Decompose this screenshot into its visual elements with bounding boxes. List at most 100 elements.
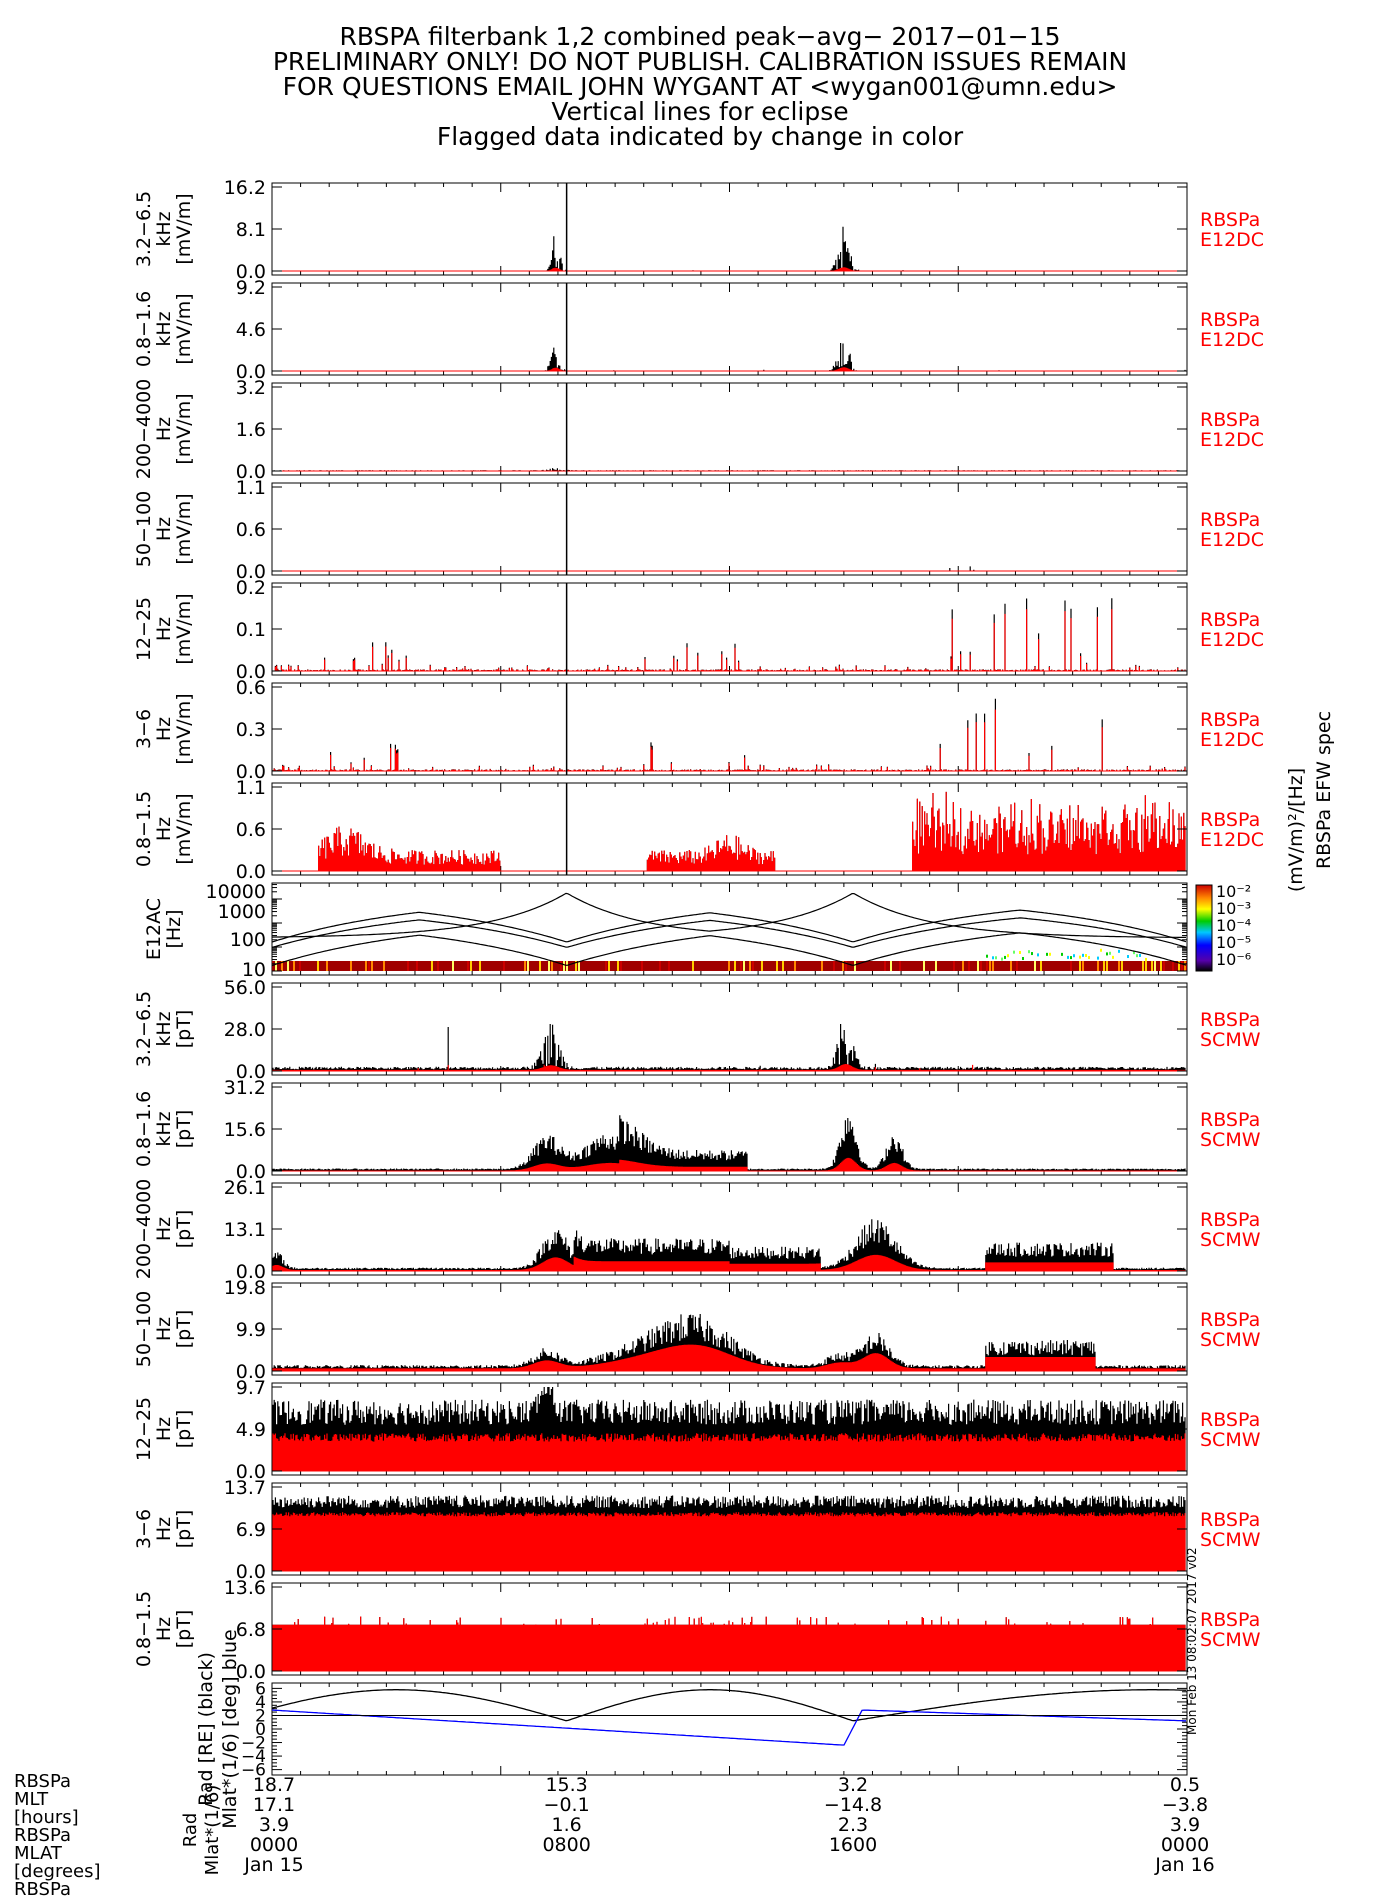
y-tick-label-11-1: 9.9 <box>236 1319 266 1341</box>
instrument-type-4: E12DC <box>1200 629 1264 651</box>
x-row-label-6: RBSPa <box>14 1879 71 1900</box>
colorbar <box>1195 884 1213 972</box>
x-col-mlat-1: −0.1 <box>544 1794 590 1816</box>
y-tick-label-0-2: 0.0 <box>236 261 266 283</box>
instrument-type-13: SCMW <box>1200 1529 1261 1551</box>
avg-series-12 <box>272 1433 1186 1471</box>
y-tick-label-4-0: 0.2 <box>236 577 266 599</box>
y-tick-label-13-2: 0.0 <box>236 1561 266 1583</box>
y-tick-label-2-2: 0.0 <box>236 461 266 483</box>
x-row-label-3: RBSPa <box>14 1825 71 1846</box>
panel-frame-0 <box>271 182 1188 276</box>
y-tick-label-13-1: 6.9 <box>236 1519 266 1541</box>
panel-ticks-1 <box>271 283 1188 375</box>
y-tick-label-1-0: 9.2 <box>236 277 266 299</box>
peak-series-8 <box>272 1024 1186 1071</box>
panel-ticks-14 <box>271 1583 1188 1675</box>
warning-line: PRELIMINARY ONLY! DO NOT PUBLISH. CALIBR… <box>272 47 1128 76</box>
panel-frame-3 <box>271 482 1188 576</box>
x-col-rad-0: 18.7 <box>253 1774 295 1796</box>
instrument-type-1: E12DC <box>1200 329 1264 351</box>
y-tick-label-14-2: 0.0 <box>236 1661 266 1683</box>
y-tick-label-12-1: 4.9 <box>236 1419 266 1441</box>
x-col-time-3: 0000 <box>1161 1834 1209 1856</box>
instrument-name-5: RBSPa <box>1200 709 1260 731</box>
processing-stamp: Mon Feb 13 08:02:07 2017 v02 <box>1185 1547 1199 1735</box>
instrument-type-14: SCMW <box>1200 1629 1261 1651</box>
y-axis-label-7: E12AC[Hz] <box>143 898 185 960</box>
panel-ticks-13 <box>271 1483 1188 1575</box>
y-tick-label-2-1: 1.6 <box>236 419 266 441</box>
y-tick-label-10-1: 13.1 <box>224 1219 266 1241</box>
instrument-type-10: SCMW <box>1200 1229 1261 1251</box>
x-col-mlat-3: −3.8 <box>1162 1794 1208 1816</box>
y-axis-title-8: 3.2−6.5kHz[pT] <box>133 991 195 1067</box>
x-col-time-0: 0000 <box>250 1834 298 1856</box>
avg-series-14 <box>272 1616 1186 1671</box>
panel-ticks-15 <box>271 1683 1188 1775</box>
colorbar-label: (mV/m)²/[Hz] <box>1285 768 1307 892</box>
y-axis-title-12: 12−25Hz[pT] <box>133 1397 195 1461</box>
instrument-name-10: RBSPa <box>1200 1209 1260 1231</box>
panel-frame-2 <box>271 382 1188 476</box>
avg-series-11 <box>272 1344 1186 1371</box>
y-axis-label-8: 3.2−6.5kHz[pT] <box>133 991 195 1067</box>
instrument-type-0: E12DC <box>1200 229 1264 251</box>
colorbar-title: RBSPa EFW spec <box>1313 711 1335 869</box>
y-tick-label-8-1: 28.0 <box>224 1019 266 1041</box>
y-axis-label-10: 200−4000Hz[pT] <box>133 1179 195 1280</box>
y-tick-label-9-2: 0.0 <box>236 1161 266 1183</box>
instrument-name-6: RBSPa <box>1200 809 1260 831</box>
instrument-type-3: E12DC <box>1200 529 1264 551</box>
y-tick-label-6-0: 1.1 <box>236 777 266 799</box>
y-tick-label-0-1: 8.1 <box>236 219 266 241</box>
mlat-axis-label: Mlat*(1/6) [deg] blue <box>219 1629 241 1828</box>
colorbar-tick-2: 10⁻⁴ <box>1216 916 1251 935</box>
panel-ticks-0 <box>271 183 1188 275</box>
y-tick-label-1-1: 4.6 <box>236 319 266 341</box>
instrument-name-1: RBSPa <box>1200 309 1260 331</box>
rad-axis-label: Rad [RE] (black) <box>195 1652 217 1806</box>
gyro-curves-7 <box>271 892 1187 967</box>
y-tick-label-10-2: 0.0 <box>236 1261 266 1283</box>
y-axis-label-9: 0.8−1.6kHz[pT] <box>133 1091 195 1167</box>
y-tick-label-15-3: 0 <box>255 1720 266 1740</box>
y-axis-title-2: 200−4000Hz[mV/m] <box>133 379 195 480</box>
y-tick-label-15-4: −2 <box>241 1734 266 1754</box>
y-tick-label-5-2: 0.0 <box>236 761 266 783</box>
avg-series-5 <box>272 709 1186 771</box>
panel-ticks-4 <box>271 583 1188 675</box>
peak-series-9 <box>272 1115 1186 1171</box>
instrument-type-11: SCMW <box>1200 1329 1261 1351</box>
x-col-mlt-0: 3.9 <box>259 1814 289 1836</box>
avg-series-8 <box>272 1064 1186 1071</box>
y-tick-label-11-0: 19.8 <box>224 1277 266 1299</box>
instrument-type-8: SCMW <box>1200 1029 1261 1051</box>
y-tick-label-4-2: 0.0 <box>236 661 266 683</box>
peak-series-0 <box>340 226 904 271</box>
instrument-type-2: E12DC <box>1200 429 1264 451</box>
x-row-label-0: RBSPa <box>14 1771 71 1792</box>
y-tick-label-6-1: 0.6 <box>236 819 266 841</box>
panel-frame-8 <box>271 982 1188 1076</box>
y-tick-label-11-2: 0.0 <box>236 1361 266 1383</box>
instrument-name-11: RBSPa <box>1200 1309 1260 1331</box>
y-axis-label-4: 12−25Hz[mV/m] <box>133 593 195 664</box>
peak-series-5 <box>272 698 1186 771</box>
panel-frame-4 <box>271 582 1188 676</box>
panel-ticks-3 <box>271 483 1188 575</box>
y-tick-label-4-1: 0.1 <box>236 619 266 641</box>
y-tick-label-7-0: 10000 <box>206 881 266 903</box>
y-tick-label-14-0: 13.6 <box>224 1577 266 1599</box>
y-tick-label-8-0: 56.0 <box>224 977 266 999</box>
instrument-name-4: RBSPa <box>1200 609 1260 631</box>
x-col-mlt-2: 2.3 <box>838 1814 868 1836</box>
instrument-type-9: SCMW <box>1200 1129 1261 1151</box>
y-tick-label-8-2: 0.0 <box>236 1061 266 1083</box>
panel-ticks-7 <box>271 883 1188 975</box>
y-tick-label-3-0: 1.1 <box>236 477 266 499</box>
instrument-name-12: RBSPa <box>1200 1409 1260 1431</box>
y-tick-label-9-0: 31.2 <box>224 1077 266 1099</box>
y-axis-title-0: 3.2−6.5kHz[mV/m] <box>133 191 195 267</box>
